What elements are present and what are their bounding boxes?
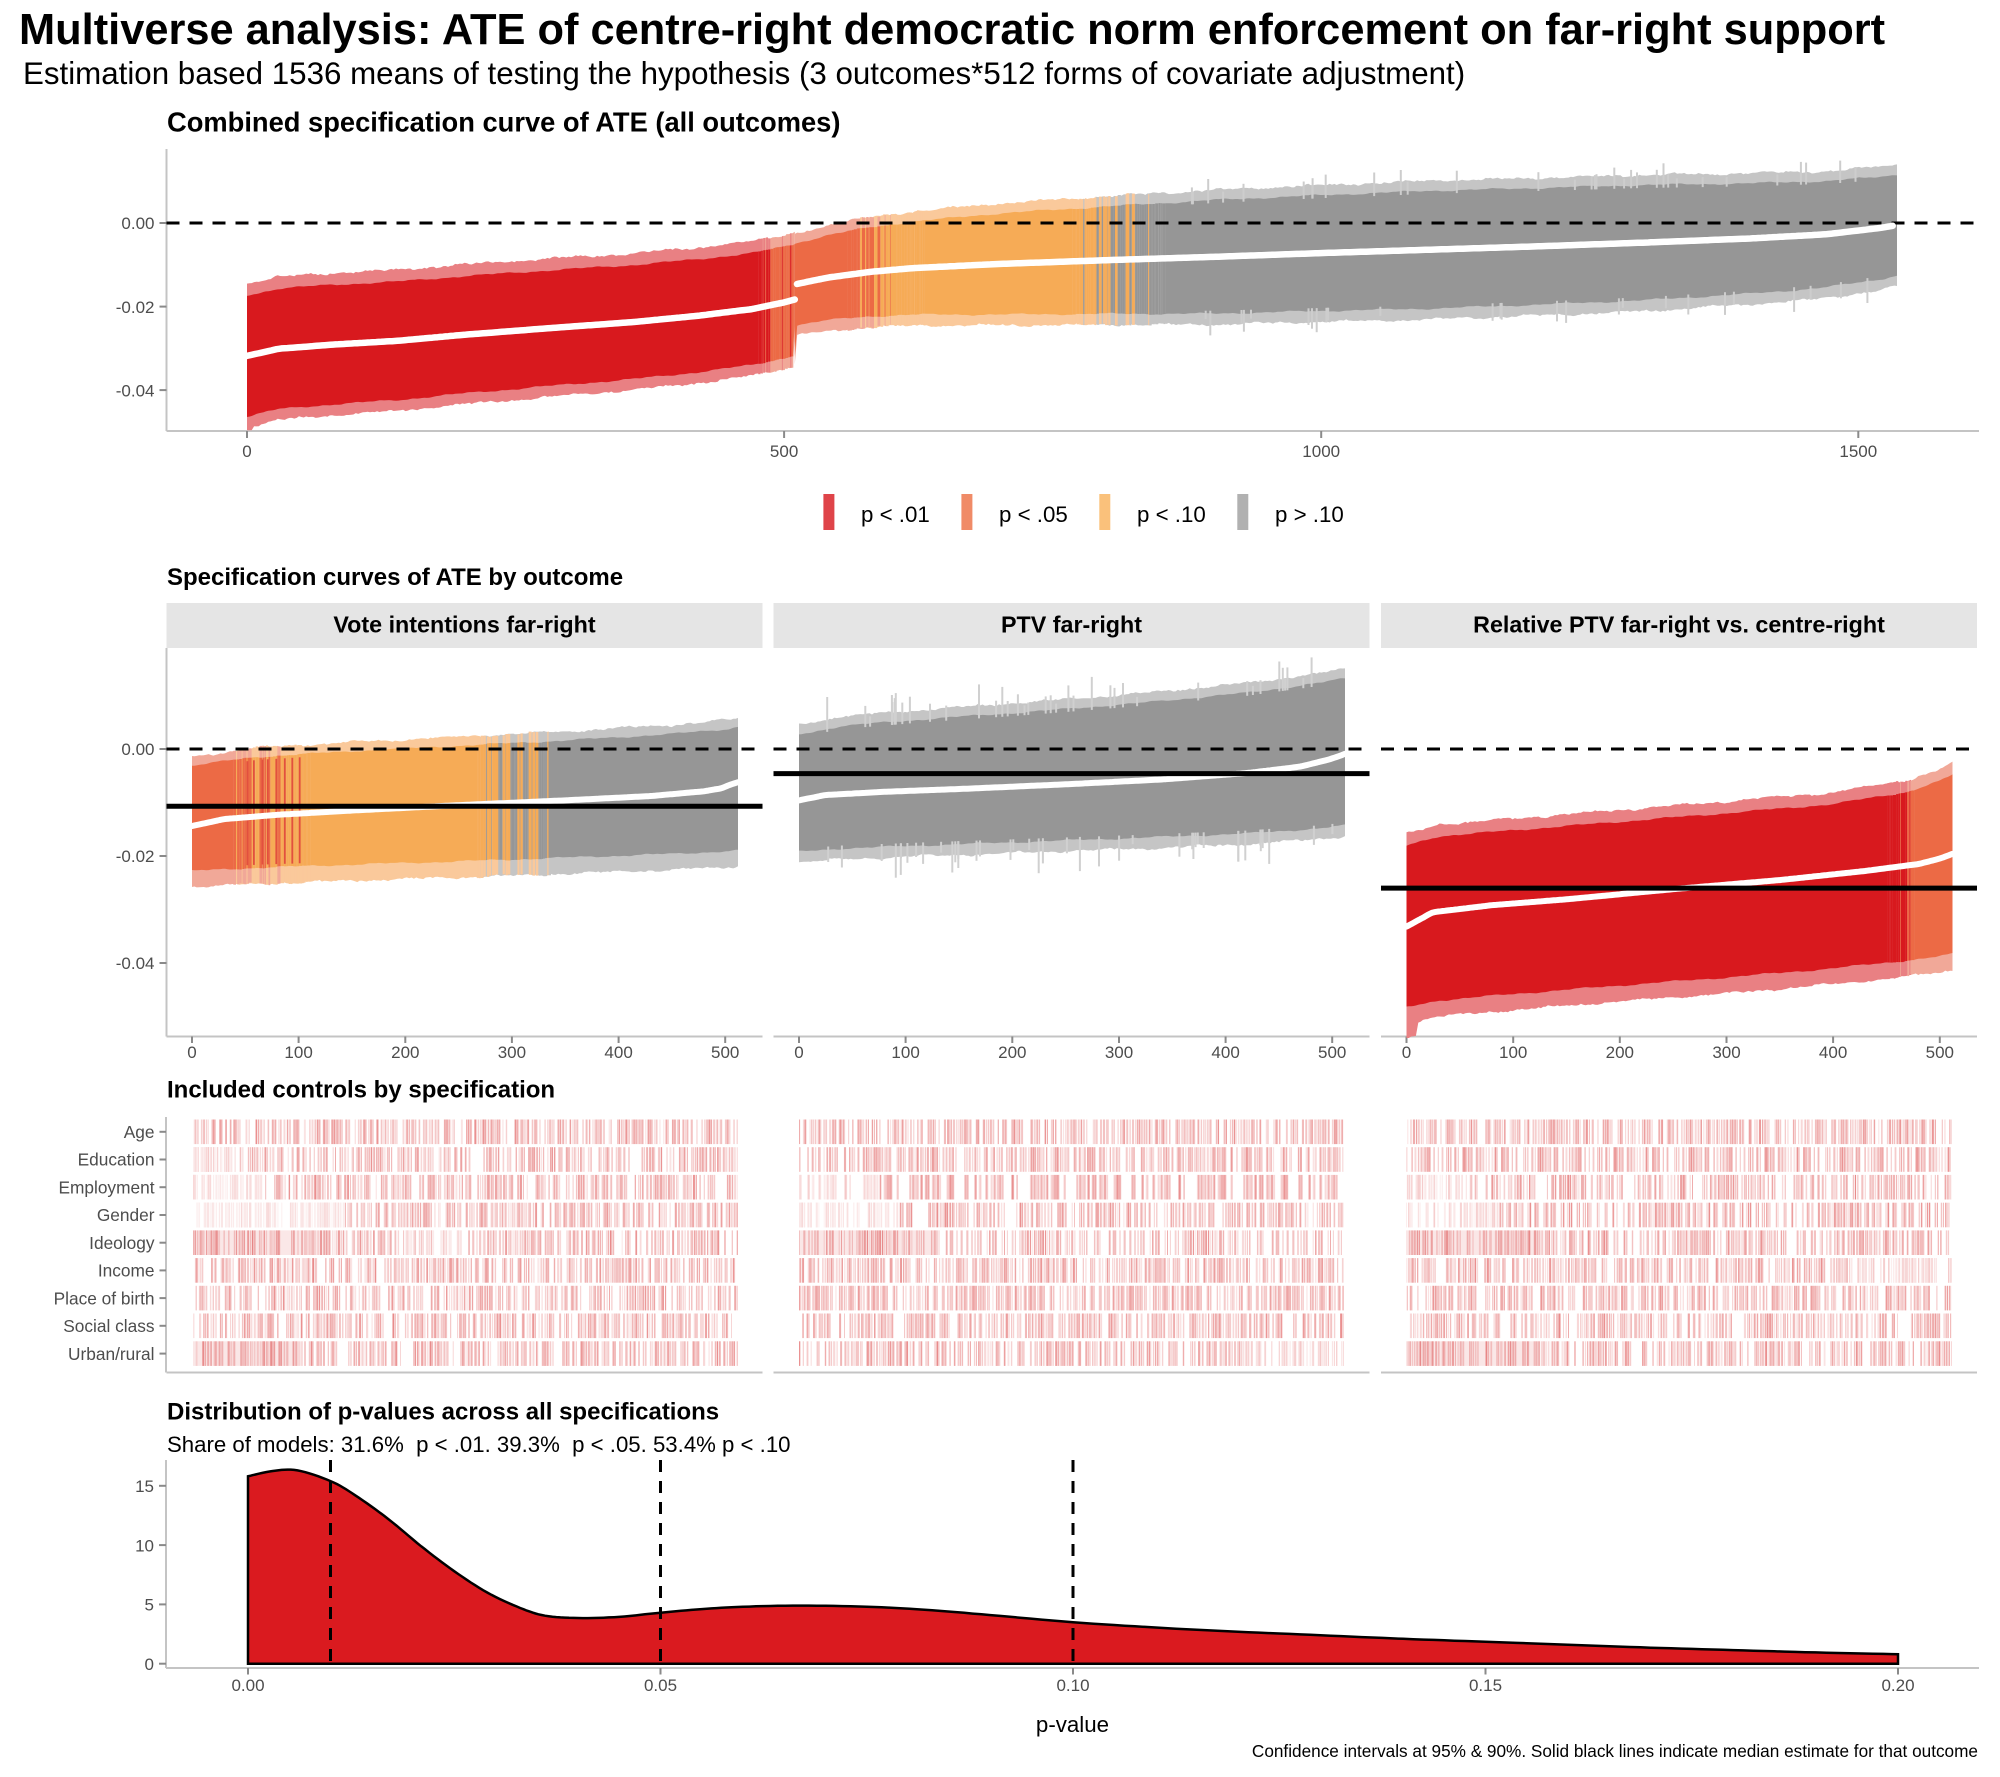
svg-text:-0.04: -0.04 [116,954,155,973]
svg-text:-0.02: -0.02 [116,847,155,866]
svg-text:400: 400 [1211,1043,1239,1062]
svg-text:0: 0 [1402,1043,1411,1062]
svg-text:300: 300 [498,1043,526,1062]
svg-text:Education: Education [78,1150,155,1170]
svg-text:p < .10: p < .10 [1137,502,1206,527]
svg-text:1500: 1500 [1839,442,1877,461]
svg-text:10: 10 [135,1536,154,1555]
svg-text:-0.02: -0.02 [116,298,155,317]
svg-text:Relative PTV far-right vs. cen: Relative PTV far-right vs. centre-right [1473,612,1885,638]
svg-text:p < .05: p < .05 [999,502,1068,527]
svg-text:Multiverse analysis: ATE of ce: Multiverse analysis: ATE of centre-right… [19,6,1885,54]
svg-text:500: 500 [711,1043,739,1062]
svg-text:Confidence intervals at 95% &: Confidence intervals at 95% & 90%. Solid… [1252,1741,1978,1761]
svg-text:100: 100 [284,1043,312,1062]
svg-text:Income: Income [98,1261,155,1281]
svg-text:Social class: Social class [63,1316,155,1336]
svg-text:200: 200 [391,1043,419,1062]
svg-text:Employment: Employment [58,1177,154,1197]
svg-text:0.20: 0.20 [1881,1676,1914,1695]
svg-text:0: 0 [145,1655,154,1674]
svg-text:Included controls by specifica: Included controls by specification [167,1077,555,1104]
svg-text:500: 500 [1318,1043,1346,1062]
svg-text:400: 400 [604,1043,632,1062]
svg-text:0.10: 0.10 [1056,1676,1089,1695]
svg-text:Combined specification curve o: Combined specification curve of ATE (all… [167,107,840,138]
svg-text:Share of models: 31.6% p < .0: Share of models: 31.6% p < .01. 39.3% p … [167,1432,791,1457]
svg-text:100: 100 [1499,1043,1527,1062]
svg-text:500: 500 [770,442,798,461]
svg-text:1000: 1000 [1302,442,1340,461]
svg-text:Urban/rural: Urban/rural [68,1344,154,1364]
svg-text:300: 300 [1105,1043,1133,1062]
svg-text:Age: Age [124,1122,155,1142]
svg-text:300: 300 [1712,1043,1740,1062]
svg-text:200: 200 [998,1043,1026,1062]
svg-text:400: 400 [1819,1043,1847,1062]
svg-text:0.00: 0.00 [231,1676,264,1695]
svg-text:100: 100 [891,1043,919,1062]
svg-text:PTV far-right: PTV far-right [1001,612,1142,638]
svg-text:Ideology: Ideology [89,1233,155,1253]
svg-text:Specification curves of ATE by: Specification curves of ATE by outcome [167,564,623,591]
svg-text:0.00: 0.00 [121,214,154,233]
svg-text:-0.04: -0.04 [116,381,155,400]
svg-text:200: 200 [1606,1043,1634,1062]
svg-text:Gender: Gender [97,1205,155,1225]
svg-text:15: 15 [135,1477,154,1496]
svg-text:500: 500 [1926,1043,1954,1062]
svg-text:0.05: 0.05 [644,1676,677,1695]
svg-text:0: 0 [187,1043,196,1062]
svg-text:p > .10: p > .10 [1275,502,1344,527]
svg-text:0.15: 0.15 [1469,1676,1502,1695]
svg-text:Place of birth: Place of birth [54,1288,155,1308]
svg-text:p-value: p-value [1036,1712,1109,1737]
svg-text:0: 0 [242,442,251,461]
svg-text:Estimation based 1536 means of: Estimation based 1536 means of testing t… [23,56,1465,91]
svg-text:Distribution of p-values acros: Distribution of p-values across all spec… [167,1399,719,1426]
svg-text:Vote intentions far-right: Vote intentions far-right [333,612,596,638]
svg-text:0.00: 0.00 [121,740,154,759]
svg-text:5: 5 [145,1596,154,1615]
svg-text:p < .01: p < .01 [861,502,930,527]
svg-text:0: 0 [794,1043,803,1062]
